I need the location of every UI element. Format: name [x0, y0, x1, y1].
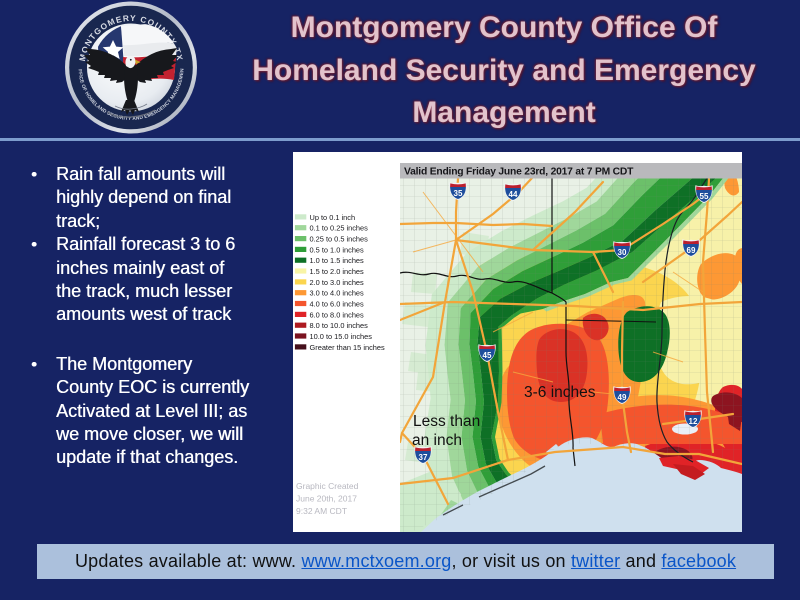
svg-text:1.0 to 1.5 inches: 1.0 to 1.5 inches	[310, 256, 365, 265]
svg-text:Greater than 15 inches: Greater than 15 inches	[310, 343, 385, 352]
svg-text:69: 69	[687, 246, 696, 255]
svg-text:30: 30	[618, 248, 627, 257]
svg-text:3-6 inches: 3-6 inches	[524, 384, 596, 401]
svg-text:June 20th, 2017: June 20th, 2017	[296, 494, 357, 504]
svg-text:0.25 to 0.5 inches: 0.25 to 0.5 inches	[310, 235, 369, 244]
svg-text:Less than: Less than	[413, 413, 480, 430]
svg-text:Valid Ending Friday June 23rd,: Valid Ending Friday June 23rd, 2017 at 7…	[404, 167, 634, 178]
svg-text:an inch: an inch	[412, 432, 462, 449]
svg-text:3.0 to 4.0 inches: 3.0 to 4.0 inches	[310, 289, 365, 298]
svg-text:12: 12	[689, 417, 698, 426]
svg-text:44: 44	[509, 190, 518, 199]
svg-text:35: 35	[454, 189, 463, 198]
svg-text:49: 49	[618, 393, 627, 402]
svg-text:8.0 to 10.0 inches: 8.0 to 10.0 inches	[310, 321, 369, 330]
svg-text:10.0 to 15.0 inches: 10.0 to 15.0 inches	[310, 332, 373, 341]
svg-text:6.0 to 8.0 inches: 6.0 to 8.0 inches	[310, 310, 365, 319]
svg-text:Graphic Created: Graphic Created	[296, 481, 359, 491]
svg-text:45: 45	[483, 351, 492, 360]
svg-text:0.5 to 1.0 inches: 0.5 to 1.0 inches	[310, 245, 365, 254]
svg-text:37: 37	[419, 453, 428, 462]
svg-text:1.5 to 2.0 inches: 1.5 to 2.0 inches	[310, 267, 365, 276]
svg-text:Up to 0.1 inch: Up to 0.1 inch	[310, 213, 356, 222]
svg-text:2.0 to 3.0 inches: 2.0 to 3.0 inches	[310, 278, 365, 287]
svg-text:0.1 to 0.25 inches: 0.1 to 0.25 inches	[310, 224, 369, 233]
svg-text:9:32 AM CDT: 9:32 AM CDT	[296, 506, 347, 516]
svg-text:55: 55	[700, 192, 709, 201]
svg-text:4.0 to 6.0 inches: 4.0 to 6.0 inches	[310, 300, 365, 309]
